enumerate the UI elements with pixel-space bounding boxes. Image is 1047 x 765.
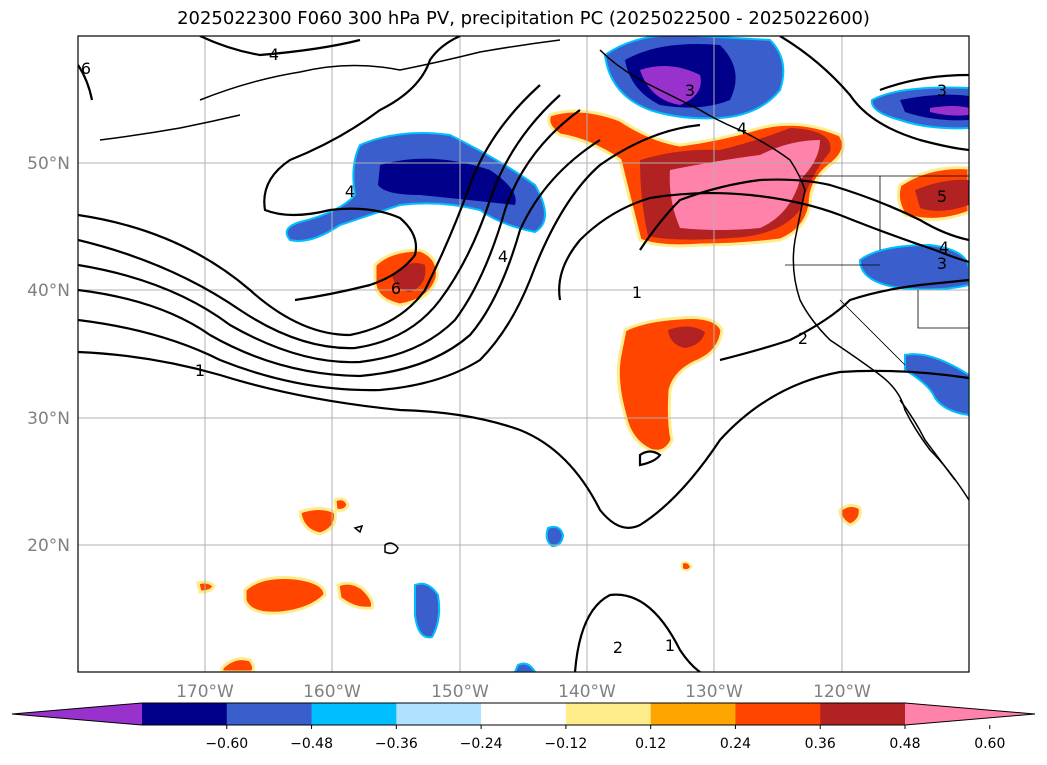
colorbar: −0.60 −0.48 −0.36 −0.24 −0.12 0.12 0.24 0.36 0.4…: [11, 702, 1036, 752]
contour-label: 6: [391, 279, 401, 298]
contour-label: 1: [632, 283, 642, 302]
colorbar-tick-label: 0.24: [720, 736, 751, 752]
contour-label: 4: [737, 119, 747, 138]
contour-label: 4: [345, 182, 355, 201]
lon-label: 120°W: [813, 682, 871, 702]
contour-label: 2: [798, 329, 808, 348]
colorbar-segment: [311, 703, 397, 725]
lon-label: 150°W: [431, 682, 489, 702]
contour-label: 2: [613, 638, 623, 657]
colorbar-segment: [396, 703, 482, 725]
colorbar-tick-label: 0.12: [635, 736, 666, 752]
lat-label: 50°N: [27, 154, 70, 174]
latitude-labels: 50°N 40°N 30°N 20°N: [27, 154, 70, 556]
contour-label: 4: [498, 247, 508, 266]
colorbar-segment: [142, 703, 228, 725]
colorbar-tick-label: −0.60: [205, 736, 248, 752]
contour-labels: 4 6 3 5 4 3 4 6 1 4 1 2 1 2 4 3: [81, 45, 949, 657]
contour-label: 1: [195, 361, 205, 380]
lat-label: 40°N: [27, 281, 70, 301]
lon-label: 140°W: [558, 682, 616, 702]
lat-label: 20°N: [27, 536, 70, 556]
lon-label: 130°W: [685, 682, 743, 702]
colorbar-extend-min: [12, 703, 142, 725]
coastlines: [99, 39, 969, 555]
contour-label: 3: [685, 81, 695, 100]
contour-label: 4: [939, 238, 949, 257]
pv-contours: [78, 36, 969, 672]
colorbar-segment: [565, 703, 652, 725]
neg-anomaly-westus: [858, 243, 969, 291]
colorbar-segment: [650, 703, 736, 725]
contour-label: 3: [937, 254, 947, 273]
longitude-labels: 170°W 160°W 150°W 140°W 130°W 120°W: [176, 682, 871, 702]
contour-label: 1: [665, 636, 675, 655]
contour-label: 6: [81, 59, 91, 78]
colorbar-tick-label: 0.60: [974, 736, 1005, 752]
colorbar-tick-label: −0.24: [460, 736, 503, 752]
contour-label: 5: [937, 187, 947, 206]
colorbar-segment: [820, 703, 906, 725]
borders: [785, 175, 969, 366]
map-area: 4 6 3 5 4 3 4 6 1 4 1 2 1 2 4 3: [78, 36, 969, 672]
colorbar-tick-label: 0.36: [805, 736, 836, 752]
lon-label: 160°W: [303, 682, 361, 702]
colorbar-tick-label: −0.48: [290, 736, 333, 752]
contour-label: 4: [269, 45, 279, 64]
colorbar-segment: [481, 703, 567, 725]
map-title: 2025022300 F060 300 hPa PV, precipitatio…: [177, 8, 870, 29]
lat-label: 30°N: [27, 409, 70, 429]
colorbar-tick-label: −0.36: [375, 736, 418, 752]
precip-shading: [196, 36, 969, 672]
contour-label: 3: [937, 81, 947, 100]
colorbar-tick-label: −0.12: [544, 736, 587, 752]
colorbar-extend-max: [905, 703, 1035, 725]
colorbar-segment: [226, 703, 313, 725]
colorbar-tick-label: 0.48: [889, 736, 920, 752]
colorbar-outline: [11, 702, 1036, 726]
lon-label: 170°W: [176, 682, 234, 702]
map-frame: [77, 35, 970, 673]
colorbar-segment: [735, 703, 821, 725]
